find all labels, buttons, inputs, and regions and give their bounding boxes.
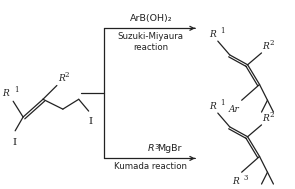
Text: 3: 3 <box>244 174 248 182</box>
Text: R: R <box>263 114 269 123</box>
Text: R: R <box>58 74 65 83</box>
Text: R: R <box>209 102 216 111</box>
Text: 3: 3 <box>155 144 159 149</box>
Text: Ar: Ar <box>229 105 240 114</box>
Text: 1: 1 <box>14 86 19 94</box>
Text: 1: 1 <box>220 27 224 35</box>
Text: 2: 2 <box>269 111 274 119</box>
Text: I: I <box>88 117 93 126</box>
Text: R: R <box>148 144 154 153</box>
Text: 2: 2 <box>65 70 69 79</box>
Text: Kumada reaction: Kumada reaction <box>114 162 187 171</box>
Text: ArB(OH)₂: ArB(OH)₂ <box>130 14 172 23</box>
Text: R: R <box>209 30 216 39</box>
Text: R: R <box>232 177 239 186</box>
Text: Suzuki-Miyaura
reaction: Suzuki-Miyaura reaction <box>118 32 184 52</box>
Text: 1: 1 <box>220 99 224 107</box>
Text: R: R <box>2 89 9 98</box>
Text: 2: 2 <box>269 39 274 47</box>
Text: R: R <box>263 42 269 51</box>
Text: MgBr: MgBr <box>157 144 181 153</box>
Text: I: I <box>12 138 16 147</box>
